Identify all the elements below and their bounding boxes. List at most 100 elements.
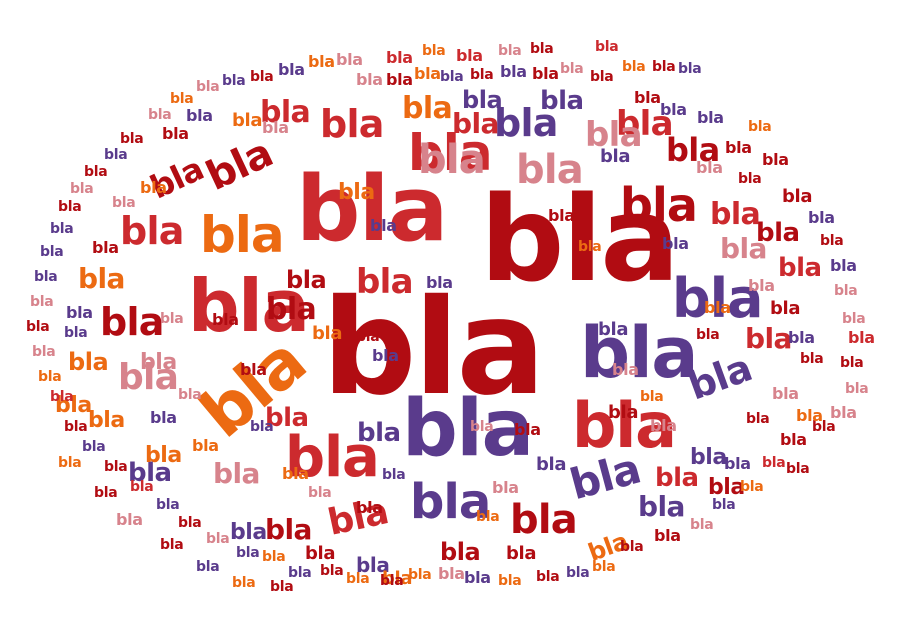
cloud-word: bla — [812, 419, 836, 435]
cloud-word: bla — [452, 107, 499, 140]
cloud-word: bla — [426, 273, 453, 292]
cloud-word: bla — [58, 199, 82, 215]
cloud-word: bla — [418, 137, 486, 183]
cloud-word: bla — [498, 573, 522, 589]
cloud-word: bla — [672, 267, 763, 330]
cloud-word: bla — [112, 195, 136, 211]
cloud-word: bla — [50, 221, 74, 237]
cloud-word: bla — [820, 233, 844, 249]
cloud-word: bla — [536, 569, 560, 585]
cloud-word: bla — [834, 283, 858, 299]
cloud-word: bla — [308, 52, 335, 71]
cloud-word: bla — [800, 351, 824, 367]
cloud-word: bla — [265, 513, 312, 546]
cloud-word: bla — [120, 131, 144, 147]
cloud-word: bla — [278, 60, 305, 79]
cloud-word: bla — [188, 264, 310, 348]
cloud-word: bla — [462, 86, 503, 114]
cloud-word: bla — [414, 64, 441, 83]
cloud-word: bla — [532, 64, 559, 83]
cloud-word: bla — [696, 158, 723, 177]
cloud-word: bla — [780, 430, 807, 449]
cloud-word: bla — [724, 454, 751, 473]
cloud-word: bla — [94, 485, 118, 501]
cloud-word: bla — [130, 479, 154, 495]
cloud-word: bla — [712, 497, 736, 513]
cloud-word: bla — [740, 479, 764, 495]
cloud-word: bla — [296, 157, 448, 262]
cloud-word: bla — [725, 138, 752, 157]
cloud-word: bla — [160, 311, 184, 327]
cloud-word: bla — [68, 348, 109, 376]
cloud-word: bla — [92, 238, 119, 257]
cloud-word: bla — [206, 531, 230, 547]
cloud-word: bla — [697, 108, 724, 127]
cloud-word: bla — [288, 565, 312, 581]
cloud-word: bla — [678, 61, 702, 77]
cloud-word: bla — [82, 439, 106, 455]
cloud-word: bla — [745, 322, 792, 355]
cloud-word: bla — [690, 445, 727, 470]
cloud-word: bla — [140, 178, 167, 197]
cloud-word: bla — [516, 147, 584, 193]
cloud-word: bla — [655, 463, 699, 493]
cloud-word: bla — [746, 411, 770, 427]
cloud-word: bla — [32, 344, 56, 360]
cloud-word: bla — [840, 355, 864, 371]
cloud-word: bla — [50, 389, 74, 405]
cloud-word: bla — [212, 310, 239, 329]
cloud-word: bla — [662, 234, 689, 253]
cloud-word: bla — [796, 406, 823, 425]
cloud-word: bla — [782, 186, 813, 207]
cloud-word: bla — [145, 443, 182, 468]
cloud-word: bla — [240, 360, 267, 379]
cloud-word: bla — [26, 319, 50, 335]
cloud-word: bla — [536, 454, 567, 475]
cloud-word: bla — [128, 458, 172, 488]
cloud-word: bla — [530, 41, 554, 57]
cloud-word: bla — [282, 464, 309, 483]
cloud-word: bla — [356, 498, 383, 517]
cloud-word: bla — [34, 269, 58, 285]
cloud-word: bla — [222, 73, 246, 89]
cloud-word: bla — [356, 262, 414, 302]
cloud-word: bla — [196, 559, 220, 575]
cloud-word: bla — [500, 62, 527, 81]
cloud-word: bla — [510, 497, 578, 543]
cloud-word: bla — [438, 564, 465, 583]
cloud-word: bla — [494, 101, 558, 145]
cloud-word: bla — [762, 455, 786, 471]
cloud-word: bla — [590, 69, 614, 85]
cloud-word: bla — [830, 403, 857, 422]
cloud-word: bla — [55, 393, 92, 418]
cloud-word: bla — [148, 107, 172, 123]
cloud-word: bla — [638, 490, 685, 523]
cloud-word: bla — [64, 419, 88, 435]
cloud-word: bla — [270, 579, 294, 595]
cloud-word: bla — [578, 239, 602, 255]
cloud-word: bla — [756, 218, 800, 248]
cloud-word: bla — [64, 325, 88, 341]
cloud-word: bla — [770, 298, 801, 319]
cloud-word: bla — [116, 510, 143, 529]
cloud-word: bla — [250, 69, 274, 85]
cloud-word: bla — [650, 416, 677, 435]
cloud-word: bla — [346, 571, 370, 587]
cloud-word: bla — [738, 171, 762, 187]
cloud-word: bla — [162, 124, 189, 143]
cloud-word: bla — [580, 312, 699, 394]
cloud-word: bla — [58, 455, 82, 471]
cloud-word: bla — [266, 292, 317, 327]
cloud-word: bla — [38, 369, 62, 385]
cloud-word: bla — [140, 350, 177, 375]
cloud-word: bla — [232, 110, 263, 131]
cloud-word: bla — [100, 300, 164, 344]
cloud-word: bla — [308, 485, 332, 501]
cloud-word: bla — [30, 294, 54, 310]
cloud-word: bla — [305, 543, 336, 564]
cloud-word: bla — [762, 150, 789, 169]
cloud-word: bla — [778, 253, 822, 283]
cloud-word: bla — [120, 209, 184, 253]
cloud-word: bla — [312, 323, 343, 344]
